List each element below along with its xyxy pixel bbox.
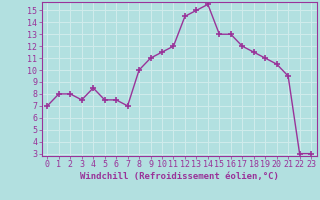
X-axis label: Windchill (Refroidissement éolien,°C): Windchill (Refroidissement éolien,°C) xyxy=(80,172,279,181)
